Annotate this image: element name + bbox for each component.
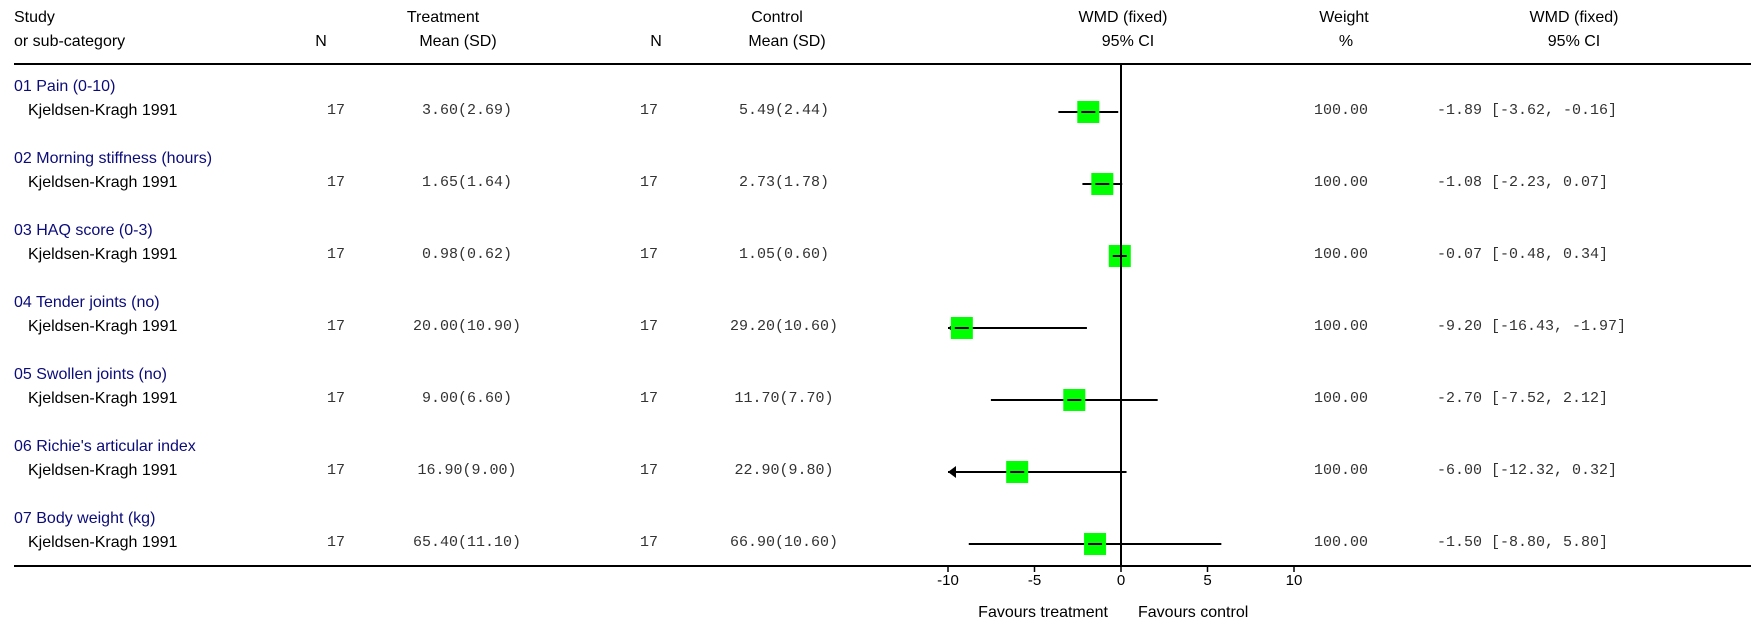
study-label: Kjeldsen-Kragh 1991 [28,246,178,263]
ci-text: -0.07 [-0.48, 0.34] [1437,246,1609,263]
weight-value: 100.00 [1313,102,1369,119]
category-label: 02 Morning stiffness (hours) [14,150,213,167]
footer-rule [14,565,1751,567]
n-treatment: 17 [326,390,346,407]
category-label: 01 Pain (0-10) [14,78,116,95]
treatment-mean-sd: 3.60(2.69) [421,102,513,119]
ci-text: -6.00 [-12.32, 0.32] [1437,462,1618,479]
weight-value: 100.00 [1313,246,1369,263]
header-wmd-right-ci: 95% CI [1547,33,1601,50]
weight-value: 100.00 [1313,390,1369,407]
header-treatment-mean: Mean (SD) [419,33,497,50]
header-control: Control [751,9,803,26]
n-treatment: 17 [326,534,346,551]
category-label: 06 Richie's articular index [14,438,196,455]
header-wmd-ci: 95% CI [1101,33,1155,50]
favours-control-label: Favours control [1138,604,1249,621]
ci-arrow-left [948,466,956,478]
ci-text: -1.50 [-8.80, 5.80] [1437,534,1609,551]
ci-text: -9.20 [-16.43, -1.97] [1437,318,1627,335]
category-label: 04 Tender joints (no) [14,294,160,311]
study-label: Kjeldsen-Kragh 1991 [28,102,178,119]
n-control: 17 [639,462,659,479]
n-control: 17 [639,174,659,191]
x-tick-label: -5 [1027,572,1042,589]
study-label: Kjeldsen-Kragh 1991 [28,174,178,191]
ci-text: -1.08 [-2.23, 0.07] [1437,174,1609,191]
x-tick-label: 5 [1203,572,1212,589]
n-treatment: 17 [326,102,346,119]
study-label: Kjeldsen-Kragh 1991 [28,318,178,335]
control-mean-sd: 29.20(10.60) [729,318,839,335]
n-control: 17 [639,318,659,335]
treatment-mean-sd: 16.90(9.00) [417,462,517,479]
control-mean-sd: 5.49(2.44) [738,102,830,119]
control-mean-sd: 11.70(7.70) [734,390,834,407]
n-treatment: 17 [326,174,346,191]
x-tick-label: 10 [1285,572,1303,589]
n-control: 17 [639,102,659,119]
x-tick-label: 0 [1116,572,1126,589]
control-mean-sd: 66.90(10.60) [729,534,839,551]
weight-value: 100.00 [1313,534,1369,551]
weight-value: 100.00 [1313,318,1369,335]
header-wmd: WMD (fixed) [1078,9,1168,26]
study-label: Kjeldsen-Kragh 1991 [28,462,178,479]
control-mean-sd: 22.90(9.80) [734,462,834,479]
category-label: 05 Swollen joints (no) [14,366,167,383]
header-weight-pct: % [1338,33,1354,50]
weight-value: 100.00 [1313,462,1369,479]
ci-text: -2.70 [-7.52, 2.12] [1437,390,1609,407]
study-label: Kjeldsen-Kragh 1991 [28,390,178,407]
header-subcategory: or sub-category [14,33,126,50]
treatment-mean-sd: 20.00(10.90) [412,318,522,335]
treatment-mean-sd: 0.98(0.62) [421,246,513,263]
header-study: Study [14,9,55,26]
treatment-mean-sd: 65.40(11.10) [412,534,522,551]
treatment-mean-sd: 1.65(1.64) [421,174,513,191]
header-weight: Weight [1319,9,1369,26]
study-label: Kjeldsen-Kragh 1991 [28,534,178,551]
n-treatment: 17 [326,246,346,263]
control-mean-sd: 2.73(1.78) [738,174,830,191]
weight-value: 100.00 [1313,174,1369,191]
header-n-control: N [650,33,662,50]
category-label: 03 HAQ score (0-3) [14,222,153,239]
header-rule [14,63,1751,65]
header-wmd-right: WMD (fixed) [1529,9,1619,26]
n-control: 17 [639,534,659,551]
n-control: 17 [639,390,659,407]
n-treatment: 17 [326,318,346,335]
header-control-mean: Mean (SD) [748,33,826,50]
n-control: 17 [639,246,659,263]
header-n-treatment: N [315,33,327,50]
x-tick-label: -10 [937,572,959,589]
control-mean-sd: 1.05(0.60) [738,246,830,263]
category-label: 07 Body weight (kg) [14,510,156,527]
favours-treatment-label: Favours treatment [978,604,1108,621]
treatment-mean-sd: 9.00(6.60) [421,390,513,407]
n-treatment: 17 [326,462,346,479]
header-treatment: Treatment [406,9,480,26]
ci-text: -1.89 [-3.62, -0.16] [1437,102,1618,119]
